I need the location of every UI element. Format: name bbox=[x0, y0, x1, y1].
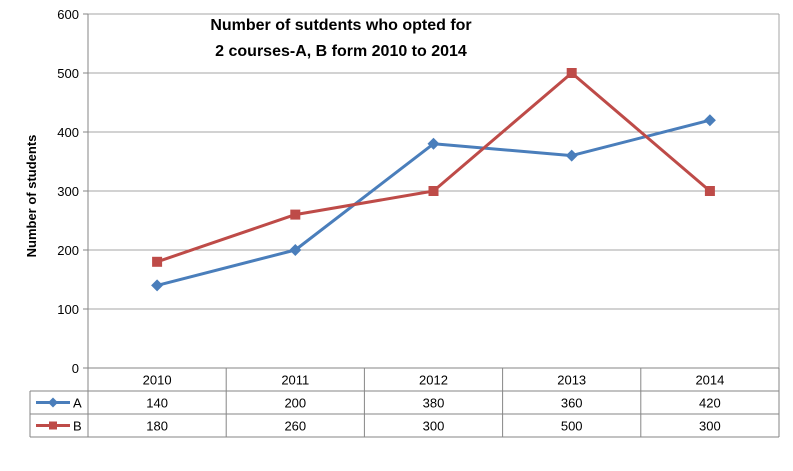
y-tick-label: 200 bbox=[57, 243, 79, 258]
table-cell-value: 300 bbox=[423, 419, 445, 434]
legend-a-marker bbox=[48, 397, 58, 408]
legend-a-label: A bbox=[73, 396, 82, 411]
series-lines bbox=[151, 68, 716, 292]
x-category-label: 2011 bbox=[281, 373, 309, 388]
x-category-label: 2013 bbox=[557, 373, 586, 388]
series-b-line bbox=[156, 71, 711, 264]
x-category-label: 2014 bbox=[695, 373, 724, 388]
chart-title-line-2: 2 courses-A, B form 2010 to 2014 bbox=[215, 43, 467, 60]
series-b-point bbox=[152, 256, 163, 267]
x-category-label: 2012 bbox=[419, 373, 448, 388]
data-table: 2010 2011 2012 2013 2014 A 140 200 380 360 420 B 180… bbox=[29, 367, 780, 438]
table-cell-value: 260 bbox=[284, 419, 306, 434]
series-b-point bbox=[704, 186, 715, 196]
table-cell-value: 380 bbox=[423, 396, 445, 411]
series-b-point bbox=[566, 68, 577, 78]
x-category-label: 2010 bbox=[143, 373, 172, 388]
series-a-point bbox=[703, 114, 716, 127]
y-axis-label: Number of students bbox=[24, 135, 39, 258]
y-tick-label: 100 bbox=[57, 302, 79, 317]
y-tick-label: 600 bbox=[57, 7, 79, 22]
series-b-point bbox=[428, 186, 439, 196]
axes: 0 100 200 300 400 500 600 bbox=[57, 7, 780, 376]
y-tick-label: 0 bbox=[72, 361, 79, 376]
series-a-point bbox=[289, 244, 302, 256]
table-cell-value: 360 bbox=[561, 396, 583, 411]
series-a-point bbox=[151, 279, 164, 292]
table-cell-value: 420 bbox=[699, 396, 721, 411]
chart-title-line-1: Number of sutdents who opted for bbox=[210, 17, 471, 34]
series-b-point bbox=[290, 209, 301, 220]
table-cell-value: 300 bbox=[699, 419, 721, 434]
y-tick-label: 300 bbox=[57, 184, 79, 199]
legend-b-label: B bbox=[73, 419, 82, 434]
y-tick-label: 400 bbox=[57, 125, 79, 140]
table-cell-value: 180 bbox=[146, 419, 168, 434]
table-cell-value: 500 bbox=[561, 419, 583, 434]
series-a-point bbox=[427, 137, 440, 150]
series-a-point bbox=[565, 149, 578, 162]
table-cell-value: 200 bbox=[284, 396, 306, 411]
legend-b-marker bbox=[49, 421, 57, 430]
y-tick-label: 500 bbox=[57, 66, 79, 81]
table-cell-value: 140 bbox=[146, 396, 168, 411]
